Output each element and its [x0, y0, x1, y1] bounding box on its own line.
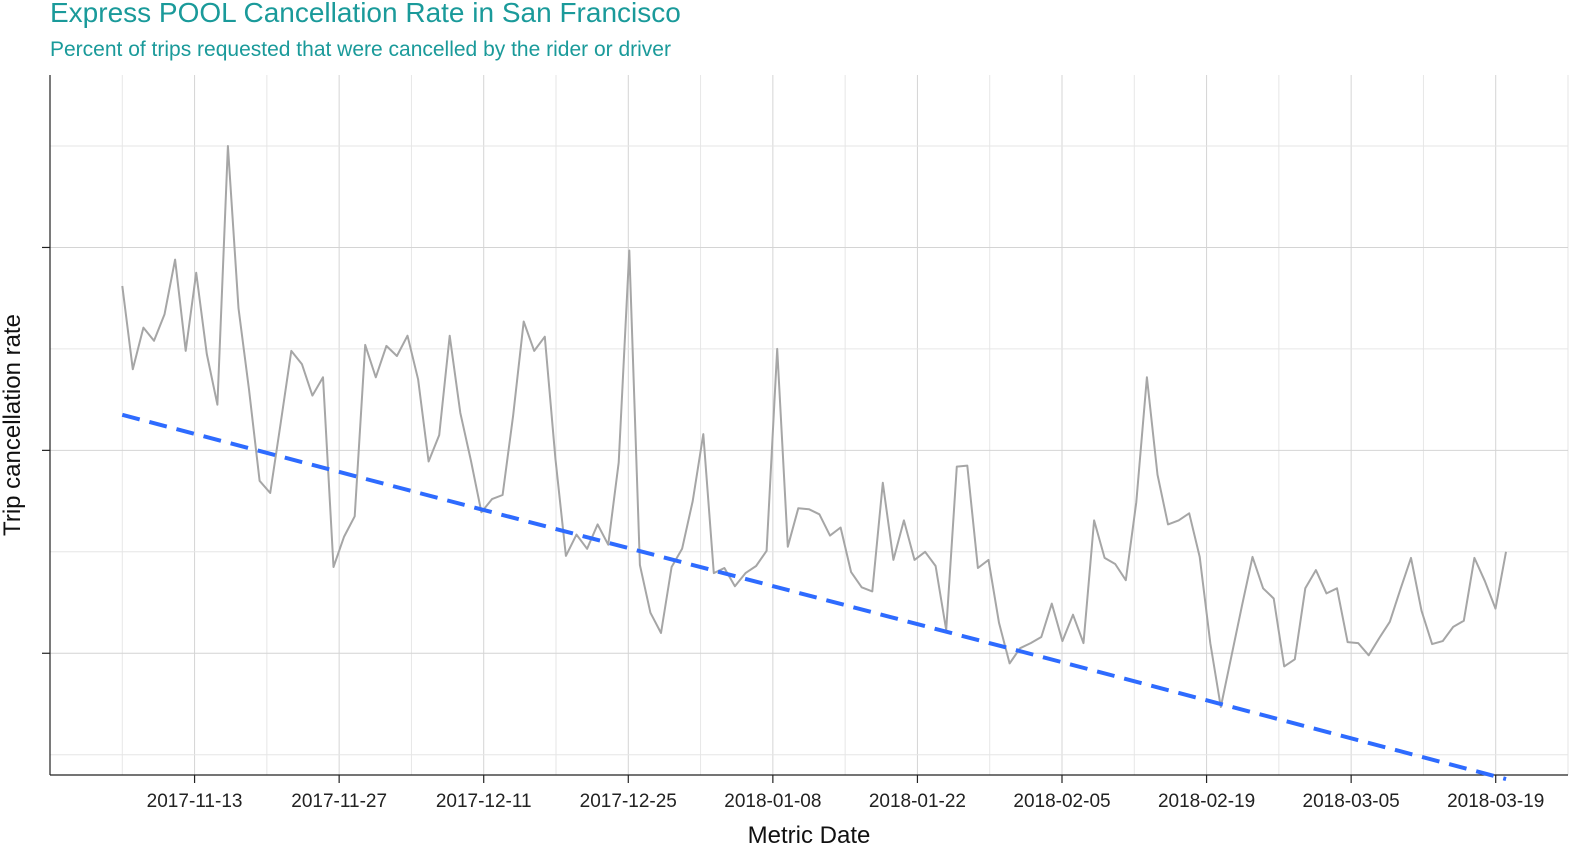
chart-title: Express POOL Cancellation Rate in San Fr… [50, 0, 681, 28]
cancellation-rate-series-line [121, 145, 1507, 708]
x-axis-title: Metric Date [748, 822, 871, 849]
x-tick-label: 2018-02-19 [1158, 791, 1255, 812]
x-tick-label: 2017-11-27 [291, 791, 387, 812]
x-tick-label: 2017-11-13 [147, 791, 243, 812]
tick-labels: 2017-11-13 2017-11-27 2017-12-11 2017-12-25… [147, 791, 1545, 812]
x-tick-label: 2017-12-25 [580, 791, 677, 812]
y-axis-title: Trip cancellation rate [0, 314, 26, 536]
chart-subtitle: Percent of trips requested that were can… [50, 38, 671, 61]
trend-line [121, 412, 1507, 781]
x-tick-label: 2018-01-08 [724, 791, 821, 812]
x-tick-label: 2018-03-05 [1303, 791, 1400, 812]
grid [50, 75, 1569, 775]
x-tick-label: 2018-03-19 [1447, 791, 1544, 812]
axes [42, 75, 1568, 783]
x-tick-label: 2018-01-22 [869, 791, 966, 812]
x-tick-label: 2018-02-05 [1013, 791, 1110, 812]
x-tick-label: 2017-12-11 [436, 791, 532, 812]
series-layer [121, 145, 1507, 781]
